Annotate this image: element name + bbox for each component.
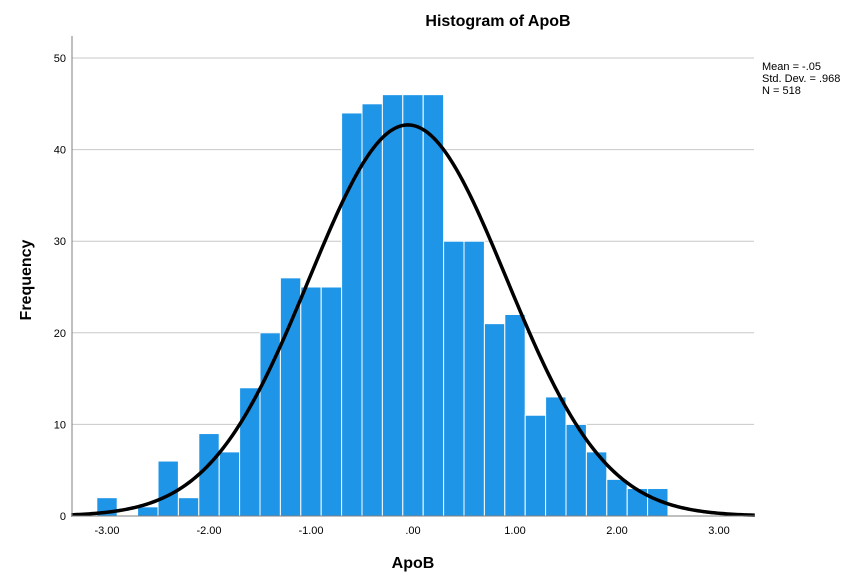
x-tick-label: .00	[405, 525, 420, 537]
x-tick-label: -3.00	[94, 525, 119, 537]
histogram-bar	[463, 240, 485, 517]
histogram-bar	[300, 286, 322, 517]
histogram-bar	[137, 506, 159, 517]
histogram-bar	[157, 460, 179, 517]
chart-title: Histogram of ApoB	[425, 13, 570, 30]
y-axis-label: Frequency	[18, 239, 35, 320]
histogram-bar	[361, 103, 383, 517]
x-tick-labels: -3.00 -2.00 -1.00 .00 1.00 2.00 3.00	[94, 525, 729, 537]
x-axis-label: ApoB	[392, 555, 435, 572]
y-tick-label: 50	[54, 53, 66, 65]
x-tick-label: 1.00	[504, 525, 525, 537]
histogram-bar	[218, 451, 241, 517]
histogram-bar	[279, 277, 302, 517]
y-tick-labels: 0 10 20 30 40 50	[54, 53, 66, 523]
x-tick-label: 3.00	[708, 525, 729, 537]
stats-mean: Mean = -.05	[762, 61, 821, 73]
stats-legend: Mean = -.05 Std. Dev. = .968 N = 518	[762, 61, 840, 97]
stats-std-dev: Std. Dev. = .968	[762, 73, 840, 85]
histogram-bar	[381, 94, 404, 517]
histogram-bar	[504, 313, 526, 517]
histogram-bar	[259, 332, 281, 517]
histogram-bar	[402, 94, 424, 517]
histogram-bar	[545, 396, 567, 517]
normal-curve	[71, 123, 755, 517]
x-tick-label: -1.00	[298, 525, 323, 537]
histogram-bar	[483, 323, 506, 517]
histogram-bar	[606, 478, 628, 517]
y-tick-label: 20	[54, 328, 66, 340]
histogram-bars	[96, 94, 669, 517]
x-tick-label: -2.00	[196, 525, 221, 537]
y-tick-label: 10	[54, 419, 66, 431]
histogram-bar	[524, 414, 547, 517]
histogram-bar	[177, 497, 200, 517]
histogram-bar	[198, 433, 220, 517]
stats-n: N = 518	[762, 85, 801, 97]
histogram-bar	[320, 286, 343, 517]
y-tick-label: 40	[54, 145, 66, 157]
y-tick-label: 30	[54, 236, 66, 248]
histogram-bar	[443, 240, 465, 517]
x-tick-label: 2.00	[606, 525, 627, 537]
histogram-bar	[422, 94, 445, 517]
y-tick-label: 0	[60, 511, 66, 523]
